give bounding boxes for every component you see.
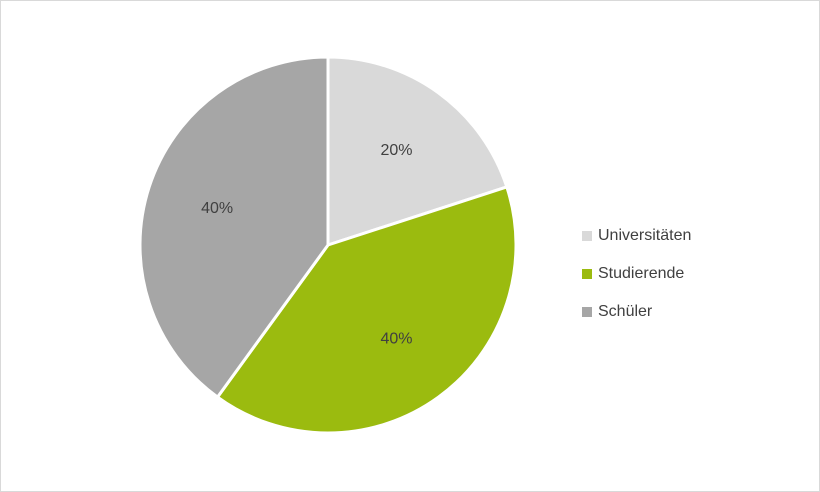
pie-slice — [215, 185, 518, 435]
legend-label: Universitäten — [598, 227, 691, 244]
legend-swatch — [582, 269, 592, 279]
legend-swatch — [582, 307, 592, 317]
legend-label: Schüler — [598, 303, 653, 320]
pie-slice — [326, 55, 509, 248]
data-label: 40% — [201, 200, 233, 217]
pie-slice — [138, 55, 330, 400]
legend-swatch — [582, 231, 592, 241]
data-label: 40% — [380, 331, 412, 348]
legend-label: Studierende — [598, 265, 684, 282]
data-label: 20% — [380, 142, 412, 159]
